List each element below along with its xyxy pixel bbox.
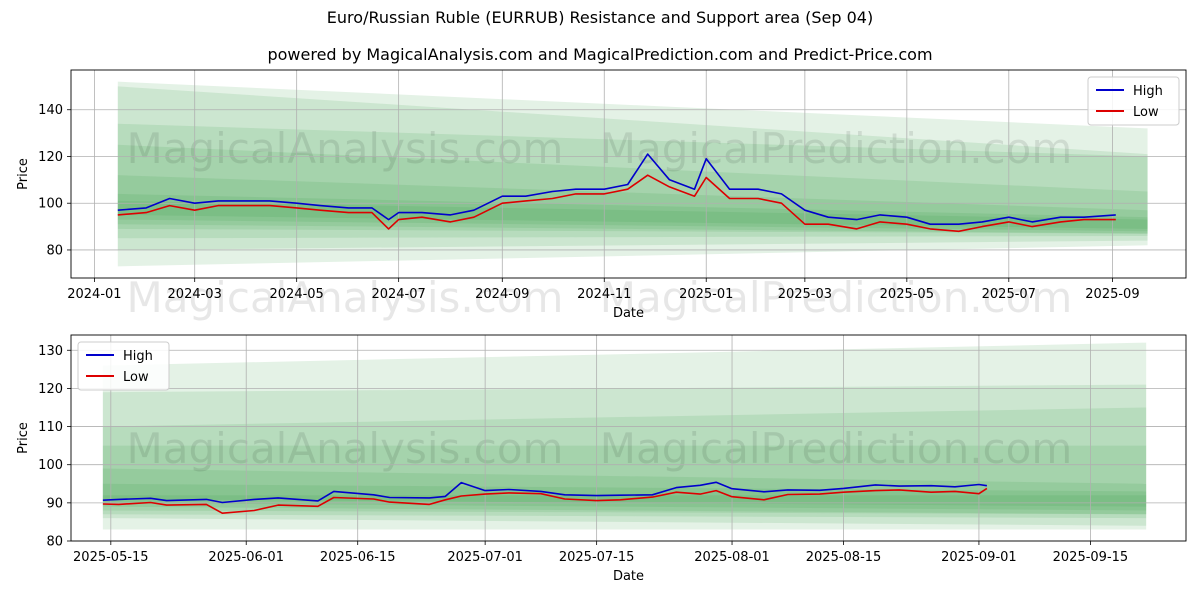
chart-subtitle: powered by MagicalAnalysis.com and Magic… xyxy=(267,45,933,64)
watermark-text: MagicalAnalysis.com xyxy=(127,273,564,322)
series-group xyxy=(102,481,988,515)
support-resistance-band xyxy=(117,175,1148,234)
support-resistance-band xyxy=(102,445,1147,515)
watermark-text: MagicalAnalysis.com xyxy=(127,424,564,473)
watermark-text: MagicalPrediction.com xyxy=(600,273,1073,322)
y-tick-label: 90 xyxy=(46,496,63,511)
x-tick-label: 2024-09 xyxy=(475,287,529,302)
support-resistance-band xyxy=(117,86,1148,250)
y-axis-label: Price xyxy=(16,158,31,190)
legend-label-low: Low xyxy=(1133,105,1159,120)
legend-label-high: High xyxy=(1133,84,1163,99)
x-tick-label: 2024-07 xyxy=(371,287,425,302)
chart-panel-1: MagicalAnalysis.com MagicalPrediction.com… xyxy=(16,69,1187,322)
series-line-high xyxy=(102,481,988,504)
plot-frame xyxy=(70,69,1187,279)
x-tick-label: 2025-05-15 xyxy=(73,550,149,565)
y-tick-label: 80 xyxy=(46,243,63,258)
chart-panel-2: MagicalAnalysis.com MagicalPrediction.com… xyxy=(16,334,1187,584)
legend: High Low xyxy=(1087,76,1180,126)
support-resistance-band xyxy=(117,81,1148,267)
y-tick-label: 120 xyxy=(38,150,63,165)
watermark-text: MagicalAnalysis.com xyxy=(127,124,564,173)
y-tick-label: 100 xyxy=(38,197,63,212)
x-tick-label: 2024-11 xyxy=(577,287,631,302)
x-tick-label: 2025-07-15 xyxy=(559,550,635,565)
x-tick-label: 2025-07-01 xyxy=(447,550,523,565)
support-resistance-band xyxy=(102,342,1147,530)
x-tick-label: 2025-01 xyxy=(679,287,733,302)
x-tick-label: 2025-08-01 xyxy=(694,550,770,565)
x-tick-label: 2025-06-15 xyxy=(320,550,396,565)
x-tick-label: 2025-08-15 xyxy=(806,550,882,565)
plot-frame xyxy=(70,334,1187,542)
x-tick-label: 2024-05 xyxy=(270,287,324,302)
y-tick-label: 130 xyxy=(38,344,63,359)
chart-title: Euro/Russian Ruble (EURRUB) Resistance a… xyxy=(326,8,874,27)
y-tick-label: 80 xyxy=(46,535,63,550)
y-tick-label: 100 xyxy=(38,458,63,473)
legend-label-low: Low xyxy=(123,370,149,385)
x-tick-label: 2025-03 xyxy=(778,287,832,302)
x-tick-label: 2025-09-15 xyxy=(1053,550,1129,565)
x-tick-label: 2025-07 xyxy=(982,287,1036,302)
x-axis-label: Date xyxy=(613,569,644,584)
x-tick-label: 2024-03 xyxy=(168,287,222,302)
support-resistance-band xyxy=(117,200,1148,229)
watermark-text: MagicalPrediction.com xyxy=(600,124,1073,173)
y-tick-label: 120 xyxy=(38,382,63,397)
series-group xyxy=(117,153,1116,233)
support-resistance-band xyxy=(117,144,1148,234)
legend: High Low xyxy=(77,341,170,391)
x-tick-label: 2025-09 xyxy=(1085,287,1139,302)
x-tick-label: 2025-09-01 xyxy=(941,550,1017,565)
y-axis-label: Price xyxy=(16,422,31,454)
watermark-text: MagicalPrediction.com xyxy=(600,424,1073,473)
x-tick-label: 2025-06-01 xyxy=(208,550,284,565)
series-line-low xyxy=(117,174,1116,233)
legend-label-high: High xyxy=(123,349,153,364)
x-tick-label: 2025-05 xyxy=(880,287,934,302)
y-tick-label: 110 xyxy=(38,420,63,435)
y-tick-label: 140 xyxy=(38,103,63,118)
series-line-high xyxy=(117,153,1116,225)
x-axis-label: Date xyxy=(613,306,644,321)
x-tick-label: 2024-01 xyxy=(67,287,121,302)
series-line-low xyxy=(102,487,988,515)
